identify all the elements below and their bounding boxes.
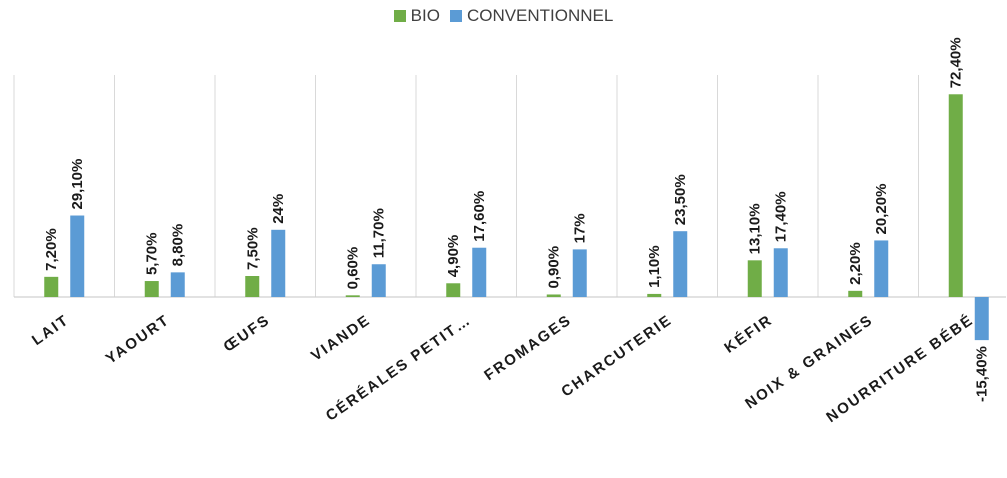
- bar-bio: [747, 260, 762, 297]
- data-label-bio: 13,10%: [747, 203, 764, 254]
- data-label-bio: 5,70%: [144, 232, 161, 275]
- legend-label-conventionnel: CONVENTIONNEL: [466, 6, 614, 25]
- legend-swatch-bio: [393, 10, 406, 22]
- data-label-conventionnel: 17%: [572, 213, 589, 243]
- data-label-bio: 0,90%: [546, 246, 563, 289]
- data-label-bio: 4,90%: [445, 235, 462, 278]
- data-label-bio: 7,50%: [244, 227, 261, 270]
- data-label-bio: 0,60%: [345, 247, 362, 290]
- bar-bio: [44, 276, 59, 297]
- bar-bio: [144, 281, 159, 297]
- data-label-conventionnel: 17,60%: [471, 191, 488, 242]
- data-label-bio: 72,40%: [948, 37, 965, 88]
- bar-conventionnel: [472, 247, 487, 297]
- bar-bio: [647, 293, 662, 297]
- bar-conventionnel: [371, 264, 386, 297]
- bar-conventionnel: [673, 231, 688, 297]
- bar-conventionnel: [572, 249, 587, 297]
- legend-item-bio: BIO: [393, 6, 440, 26]
- bar-conventionnel: [170, 272, 185, 297]
- x-tick-label: LAIT: [29, 311, 73, 349]
- data-label-conventionnel: 23,50%: [672, 174, 689, 225]
- data-label-conventionnel: -15,40%: [974, 346, 991, 402]
- data-label-bio: 1,10%: [646, 245, 663, 288]
- data-label-bio: 7,20%: [43, 228, 60, 271]
- legend-item-conventionnel: CONVENTIONNEL: [449, 6, 614, 26]
- bar-bio: [345, 295, 360, 297]
- x-tick-label: YAOURT: [103, 311, 173, 367]
- data-label-conventionnel: 8,80%: [170, 224, 187, 267]
- data-label-bio: 2,20%: [847, 242, 864, 285]
- bar-conventionnel: [271, 229, 286, 297]
- bar-bio: [546, 294, 561, 297]
- data-label-conventionnel: 11,70%: [371, 208, 388, 258]
- legend-label-bio: BIO: [410, 6, 440, 25]
- bar-bio: [948, 94, 963, 297]
- bar-bio: [446, 283, 461, 297]
- x-tick-label: CHARCUTERIE: [558, 311, 675, 400]
- data-label-conventionnel: 17,40%: [773, 191, 790, 242]
- bar-conventionnel: [874, 240, 889, 297]
- legend-swatch-conventionnel: [449, 10, 462, 22]
- data-label-conventionnel: 29,10%: [69, 159, 86, 210]
- bar-conventionnel: [974, 297, 989, 341]
- x-tick-label: ŒUFS: [220, 311, 273, 355]
- data-label-conventionnel: 24%: [270, 194, 287, 224]
- x-tick-label: VIANDE: [308, 311, 374, 364]
- bar-bio: [245, 276, 260, 297]
- bar-conventionnel: [773, 248, 788, 297]
- bar-bio: [848, 290, 863, 297]
- x-tick-label: FROMAGES: [481, 311, 575, 384]
- legend: BIO CONVENTIONNEL: [0, 6, 1007, 26]
- x-tick-label: KÉFIR: [721, 311, 776, 356]
- bar-conventionnel: [70, 215, 85, 297]
- data-label-conventionnel: 20,20%: [873, 184, 890, 235]
